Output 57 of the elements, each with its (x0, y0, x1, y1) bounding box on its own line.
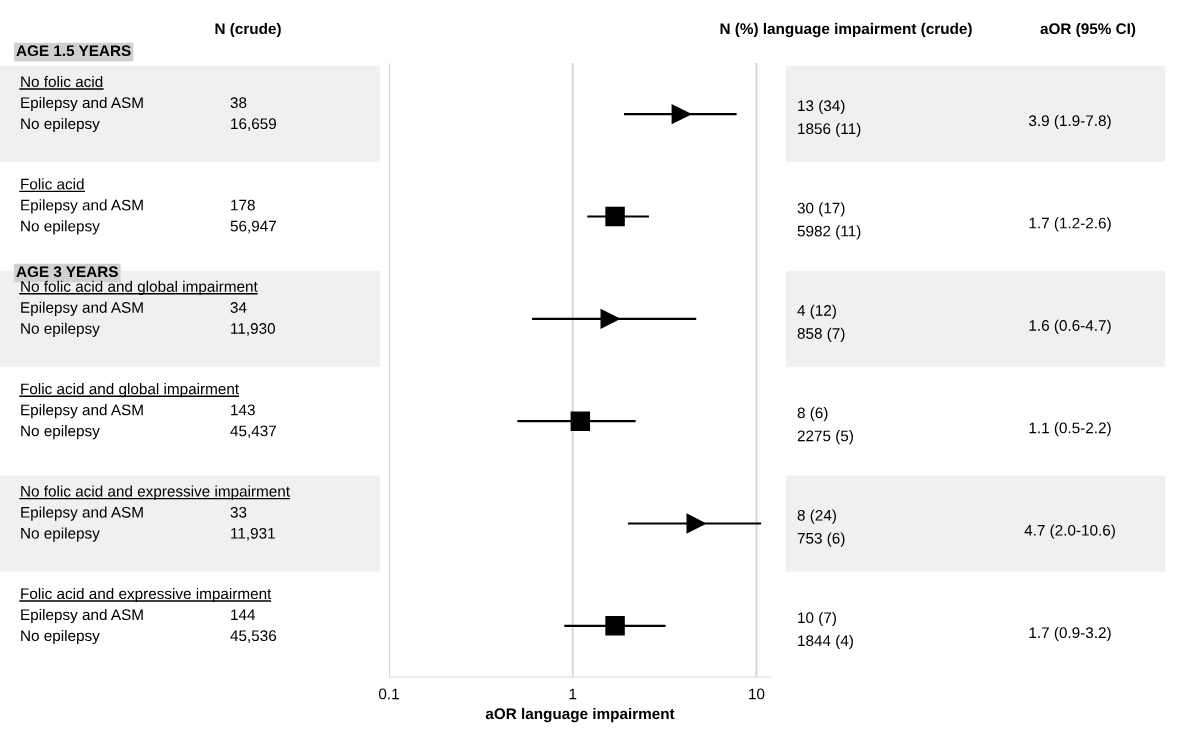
text: Epilepsy and ASM (21, 608, 143, 624)
text: Epilepsy and ASM (21, 301, 143, 316)
y-tick-label: Folic acid and expressive impairment (21, 587, 272, 603)
text: No epilepsy (21, 425, 100, 440)
text: 1.7 (0.9-3.2) (1029, 626, 1111, 642)
text: 5982 (11) (797, 225, 861, 240)
text: Epilepsy and ASM (21, 404, 143, 419)
text: 858 (7) (797, 327, 845, 342)
text: No epilepsy (21, 527, 100, 542)
text: 11,931 (231, 527, 275, 541)
text: 38 (230, 97, 247, 109)
text: 144 (231, 609, 256, 620)
text: 10 (7) (798, 611, 836, 627)
text: 143 (231, 404, 255, 416)
y-tick-label: No folic acid (21, 75, 103, 88)
text: 33 (230, 506, 247, 518)
text: 1.7 (1.2-2.6) (1029, 217, 1111, 232)
text: No epilepsy (21, 220, 100, 235)
text: 34 (230, 302, 247, 313)
text: 30 (17) (797, 202, 845, 217)
text: 2275 (5) (797, 430, 853, 445)
x-tick-label: 1 (569, 688, 577, 700)
text: Epilepsy and ASM (21, 199, 143, 214)
text: 753 (6) (797, 532, 845, 547)
text: AGE 3 YEARS (16, 266, 118, 278)
text: No epilepsy (21, 117, 100, 133)
x-tick-label: 10 (749, 688, 765, 700)
text: Epilepsy and ASM (21, 96, 143, 112)
y-tick-label: No folic acid and global impairment (21, 280, 258, 295)
text: 1844 (4) (798, 634, 853, 650)
y-tick-label: No folic acid and expressive impairment (21, 485, 290, 500)
text: 8 (6) (797, 407, 828, 422)
text: 45,437 (230, 425, 276, 439)
text: 1.1 (0.5-2.2) (1029, 422, 1111, 437)
text: 16,659 (231, 118, 276, 131)
y-tick-label: Folic acid (21, 178, 84, 190)
text: No epilepsy (21, 322, 100, 337)
text: N (%) language impairment (crude) (720, 22, 972, 38)
text: AGE 1.5 YEARS (16, 45, 131, 57)
text: 1.6 (0.6-4.7) (1029, 319, 1111, 334)
y-tick-label: Folic acid and global impairment (21, 383, 239, 398)
text: 11,930 (231, 323, 275, 336)
text: 8 (24) (797, 509, 836, 524)
text: 4.7 (2.0-10.6) (1024, 524, 1115, 539)
text: 3.9 (1.9-7.8) (1028, 114, 1111, 130)
text: 1856 (11) (798, 122, 861, 138)
text: 45,536 (230, 630, 277, 643)
text: No epilepsy (21, 629, 100, 645)
text: 56,947 (230, 220, 276, 234)
x-tick-label: 0.1 (378, 688, 399, 700)
text: 13 (34) (798, 99, 845, 115)
text: Epilepsy and ASM (21, 506, 143, 521)
text: 178 (231, 199, 255, 211)
text: 4 (12) (797, 304, 836, 319)
text: aOR (95% CI) (1040, 22, 1136, 38)
x-axis-title: aOR language impairment (485, 707, 675, 723)
text: N (crude) (215, 22, 281, 38)
